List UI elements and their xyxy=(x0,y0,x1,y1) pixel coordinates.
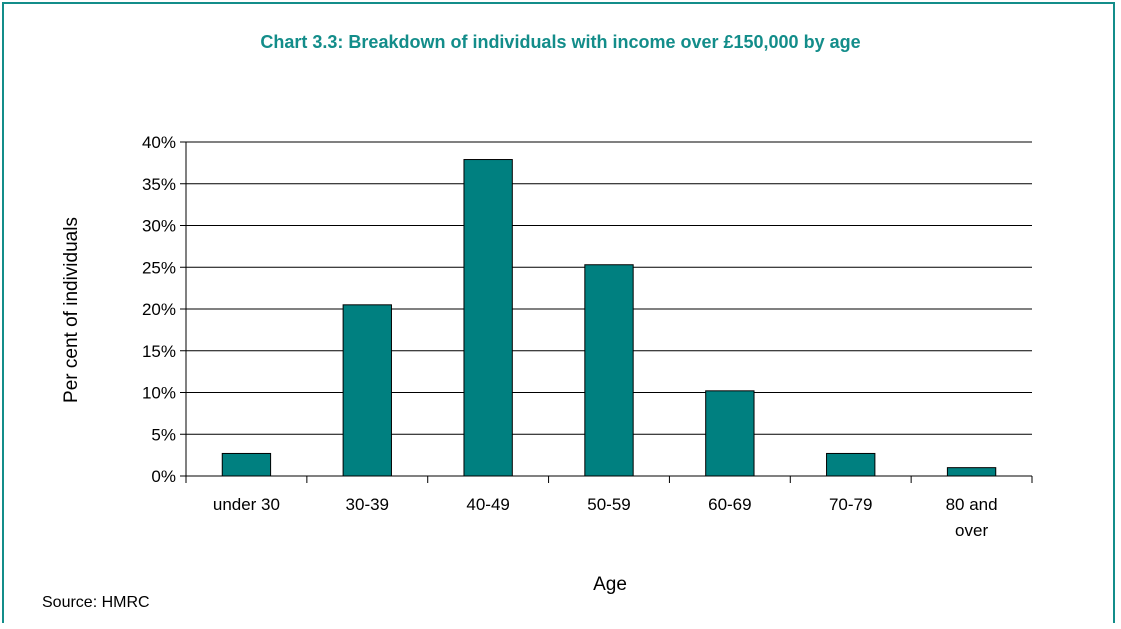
chart-title: Chart 3.3: Breakdown of individuals with… xyxy=(260,32,861,52)
x-tick-label: under 30 xyxy=(213,495,280,514)
y-tick-label: 40% xyxy=(142,133,176,152)
x-tick-label: 80 and over xyxy=(946,495,998,540)
y-tick-label: 35% xyxy=(142,175,176,194)
x-tick-label: 70-79 xyxy=(829,495,872,514)
y-tick-label: 30% xyxy=(142,217,176,236)
y-tick-label: 10% xyxy=(142,384,176,403)
y-tick-labels: 0% 5% 10% 15% 20% 25% 30% 35% 40% xyxy=(142,133,176,486)
x-tick-label: 50-59 xyxy=(587,495,630,514)
x-axis-label: Age xyxy=(593,574,627,595)
bar-50-59 xyxy=(584,264,634,477)
y-tick-label: 20% xyxy=(142,300,176,319)
axes xyxy=(180,141,1033,483)
bar-80-and-over xyxy=(946,467,997,477)
y-tick-label: 15% xyxy=(142,342,176,361)
y-tick-label: 5% xyxy=(151,425,176,444)
y-tick-label: 0% xyxy=(151,467,176,486)
source-note: Source: HMRC xyxy=(42,594,150,611)
bar-60-69 xyxy=(705,390,755,477)
bar-40-49 xyxy=(463,159,513,477)
x-tick-label: 40-49 xyxy=(466,495,509,514)
bar-under-30 xyxy=(221,452,272,477)
bar-30-39 xyxy=(342,304,392,477)
bar-70-79 xyxy=(826,452,876,477)
x-tick-label: 60-69 xyxy=(708,495,751,514)
x-tick-labels: under 30 30-39 40-49 50-59 60-69 70-79 80 and o… xyxy=(213,495,998,540)
bars xyxy=(221,159,997,477)
y-tick-label: 25% xyxy=(142,258,176,277)
x-tick-label: 30-39 xyxy=(346,495,389,514)
y-axis-label: Per cent of individuals xyxy=(61,217,82,403)
